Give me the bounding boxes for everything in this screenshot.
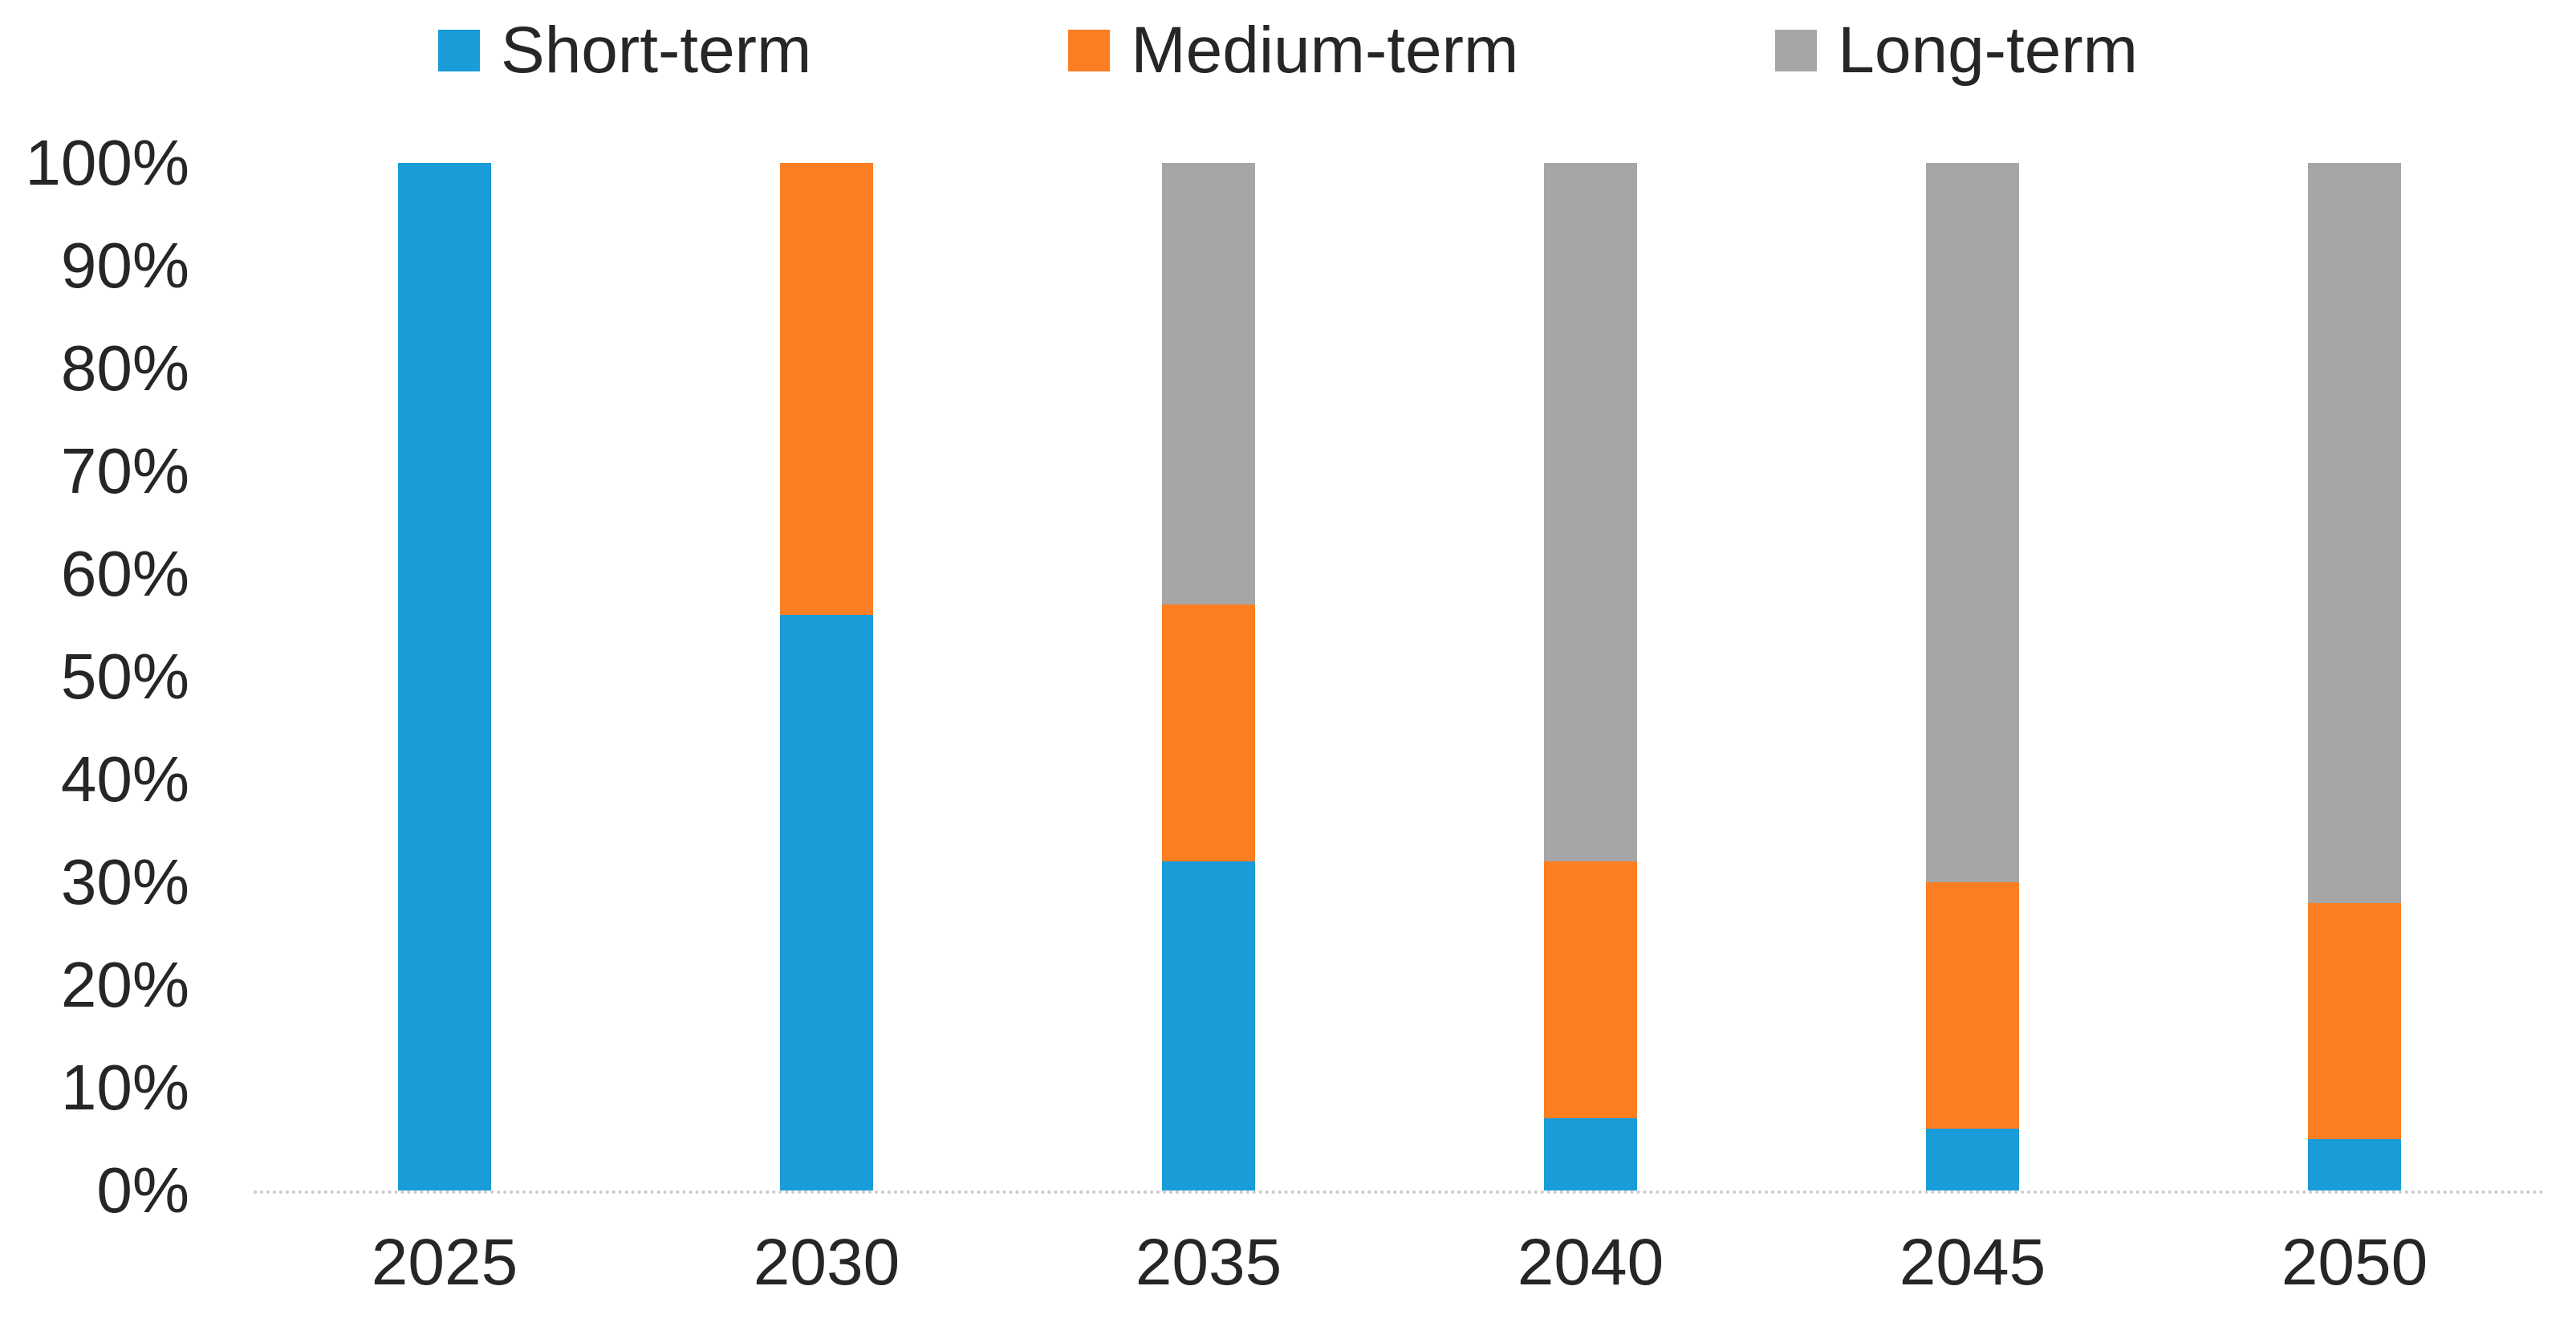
x-axis-label-2040: 2040 [1517, 1226, 1664, 1299]
y-axis-tick-label: 30% [60, 846, 189, 918]
bar-segment-short-term-2030 [780, 615, 873, 1190]
y-axis-tick-label: 100% [25, 127, 189, 198]
stacked-bar-2045 [1926, 163, 2019, 1190]
bar-slot-2040 [1400, 163, 1782, 1190]
bar-segment-long-term-2045 [1926, 163, 2019, 883]
y-axis: 100% 90% 80% 70% 60% 50% 40% 30% 20% 10% 0% [0, 131, 201, 1223]
chart-legend: Short-term Medium-term Long-term [0, 18, 2576, 83]
bar-segment-short-term-2045 [1926, 1129, 2019, 1190]
bar-segment-short-term-2050 [2308, 1139, 2401, 1190]
stacked-bar-2040 [1544, 163, 1637, 1190]
bar-segment-long-term-2040 [1544, 163, 1637, 862]
legend-swatch-long-term [1775, 30, 1818, 71]
bar-segment-short-term-2035 [1162, 861, 1255, 1190]
legend-label: Medium-term [1131, 14, 1519, 87]
y-axis-tick-label: 50% [60, 641, 189, 712]
bar-segment-long-term-2035 [1162, 163, 1255, 605]
x-axis-label-2045: 2045 [1899, 1226, 2046, 1299]
bar-segment-medium-term-2050 [2308, 902, 2401, 1139]
plot-area [254, 163, 2546, 1194]
bar-segment-medium-term-2040 [1544, 861, 1637, 1119]
legend-item-short-term: Short-term [438, 18, 811, 83]
bar-slot-2030 [636, 163, 1018, 1190]
bar-slot-2045 [1782, 163, 2164, 1190]
x-axis-label-2030: 2030 [753, 1226, 900, 1299]
legend-swatch-medium-term [1068, 30, 1111, 71]
y-axis-tick-label: 0% [96, 1154, 189, 1226]
y-axis-tick-label: 10% [60, 1052, 189, 1123]
bar-slot-2035 [1018, 163, 1400, 1190]
y-axis-tick-label: 40% [60, 743, 189, 815]
bar-segment-medium-term-2030 [780, 163, 873, 616]
x-axis-label-2050: 2050 [2281, 1226, 2428, 1299]
bar-slot-2050 [2164, 163, 2546, 1190]
y-axis-tick-label: 70% [60, 435, 189, 507]
legend-label: Long-term [1838, 14, 2138, 87]
legend-item-long-term: Long-term [1775, 18, 2138, 83]
legend-swatch-short-term [438, 30, 480, 71]
legend-label: Short-term [501, 14, 812, 87]
y-axis-tick-label: 80% [60, 332, 189, 404]
stacked-bar-2030 [780, 163, 873, 1190]
bar-segment-short-term-2040 [1544, 1118, 1637, 1190]
x-axis-label-2025: 2025 [371, 1226, 518, 1299]
bar-segment-long-term-2050 [2308, 163, 2401, 903]
bar-segment-medium-term-2035 [1162, 604, 1255, 862]
bar-segment-short-term-2025 [398, 163, 491, 1190]
legend-item-medium-term: Medium-term [1068, 18, 1518, 83]
x-axis: 2025 2030 2035 2040 2045 2050 [254, 1230, 2546, 1296]
y-axis-tick-label: 90% [60, 230, 189, 301]
stacked-bar-2025 [398, 163, 491, 1190]
y-axis-tick-label: 60% [60, 538, 189, 609]
x-axis-label-2035: 2035 [1135, 1226, 1282, 1299]
bar-segment-medium-term-2045 [1926, 882, 2019, 1129]
stacked-bar-2035 [1162, 163, 1255, 1190]
bar-slot-2025 [254, 163, 636, 1190]
y-axis-tick-label: 20% [60, 949, 189, 1020]
stacked-bar-2050 [2308, 163, 2401, 1190]
